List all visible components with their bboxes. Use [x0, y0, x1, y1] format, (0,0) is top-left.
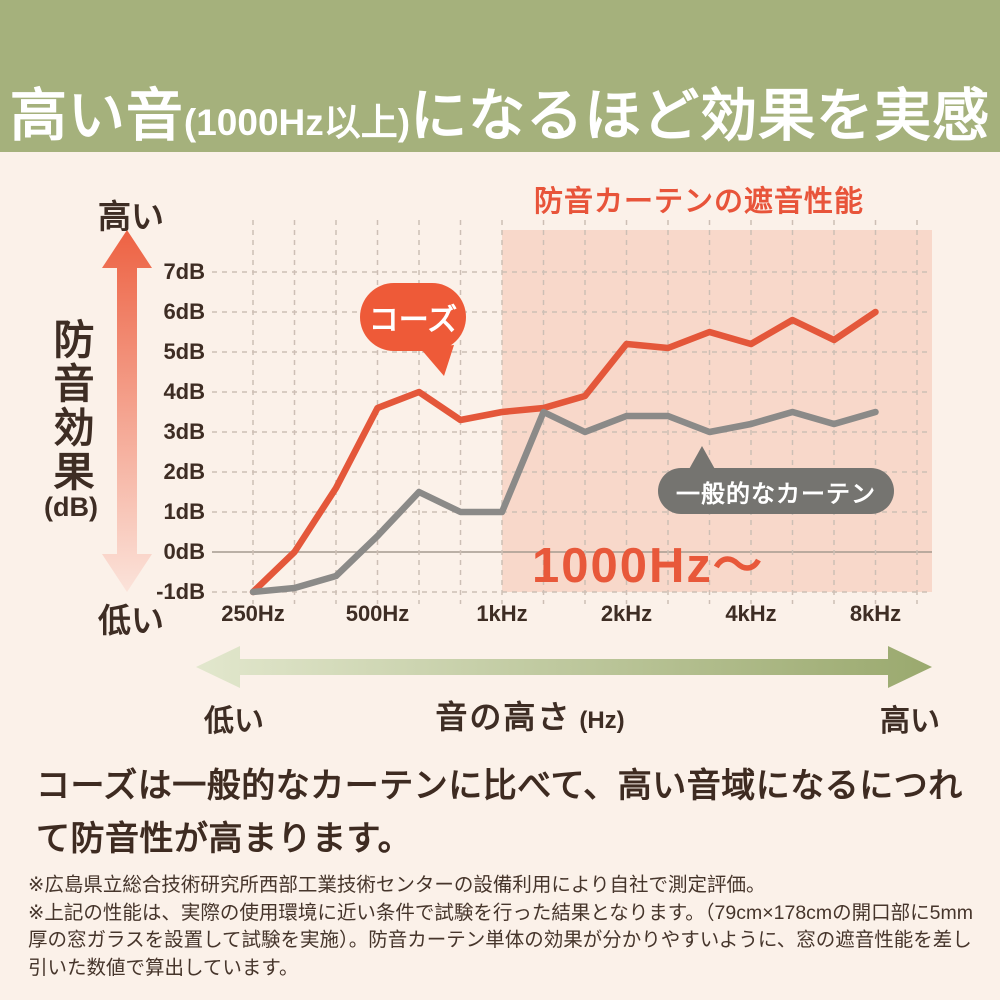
y-axis-title: 防音効果 — [47, 318, 93, 494]
x-axis-arrow — [196, 646, 932, 688]
y-tick-label: 6dB — [163, 299, 205, 324]
y-axis-unit: (dB) — [44, 492, 98, 522]
x-tick-label: 250Hz — [221, 601, 285, 626]
kohz-series-bubble: コーズ — [360, 283, 466, 351]
footnote-line: ※広島県立総合技術研究所西部工業技術センターの設備利用により自社で測定評価。 — [28, 874, 766, 896]
x-axis-high-label: 高い — [880, 705, 940, 738]
series-line-コーズ — [249, 308, 879, 596]
chart-title: 防音カーテンの遮音性能 — [534, 186, 865, 218]
y-tick-label: 3dB — [163, 419, 205, 444]
description-text: コーズは一般的なカーテンに比べて、高い音域になるにつれて防音性が高まります。 — [36, 767, 963, 858]
y-tick-label: 2dB — [163, 459, 205, 484]
y-tick-label: 1dB — [163, 499, 205, 524]
header-title-paren: (1000Hz以上) — [183, 102, 411, 143]
x-axis-title: 音の高さ — [435, 699, 572, 735]
x-tick-label: 1kHz — [476, 601, 528, 626]
y-tick-label: -1dB — [156, 579, 205, 604]
header-banner: 高い音 (1000Hz以上) になるほど効果を実感 — [0, 0, 1000, 152]
header-title: 高い音 (1000Hz以上) になるほど効果を実感 — [10, 88, 990, 145]
footnotes: ※広島県立総合技術研究所西部工業技術センターの設備利用により自社で測定評価。 ※上… — [28, 872, 978, 982]
y-tick-label: 5dB — [163, 339, 205, 364]
series-line-一般的なカーテン — [249, 408, 879, 596]
x-axis-unit: (Hz) — [579, 707, 625, 734]
y-tick-label: 4dB — [163, 379, 205, 404]
kohz-bubble-tail — [420, 345, 454, 376]
y-tick-label: 7dB — [163, 259, 205, 284]
header-title-part2: になるほど効果を実感 — [410, 84, 991, 148]
general-curtain-series-bubble: 一般的なカーテン — [658, 468, 894, 514]
general-bubble-tail — [688, 446, 716, 471]
x-tick-label: 4kHz — [725, 601, 777, 626]
header-title-part1: 高い音 — [9, 84, 184, 148]
footnote-line: ※上記の性能は、実際の使用環境に近い条件で試験を行った結果となります。（79cm… — [28, 901, 973, 979]
x-axis-low-label: 低い — [204, 705, 264, 738]
general-curtain-series-label: 一般的なカーテン — [676, 480, 876, 508]
x-tick-label: 8kHz — [849, 601, 902, 626]
highlight-annotation: 1000Hz〜 — [532, 539, 764, 593]
chart-data-lines — [249, 308, 879, 596]
y-axis-arrow — [102, 230, 152, 592]
x-tick-label: 2kHz — [600, 601, 653, 626]
kohz-series-label: コーズ — [368, 304, 458, 337]
highlight-region-1khz-up — [502, 230, 932, 592]
y-tick-label: 0dB — [163, 539, 205, 564]
y-axis-low-label: 低い — [98, 602, 164, 639]
x-axis-title-group: 音の高さ (Hz) — [370, 692, 690, 738]
y-axis-high-label: 高い — [98, 198, 164, 235]
x-tick-label: 500Hz — [345, 601, 410, 626]
